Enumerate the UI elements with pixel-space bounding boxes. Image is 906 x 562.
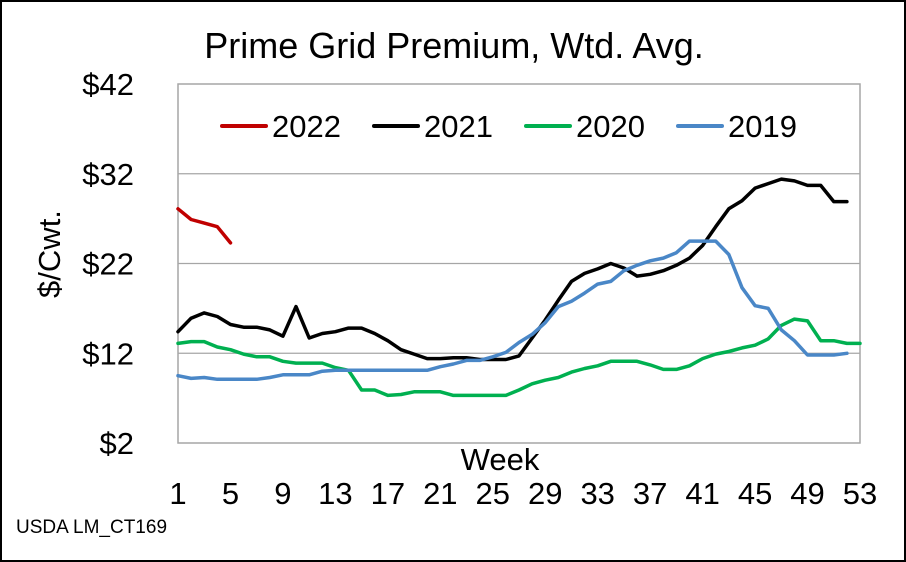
series-line-2019 [176,239,849,382]
x-tick-label: 33 [580,476,614,511]
x-tick-label: 29 [528,476,562,511]
source-note: USDA LM_CT169 [16,517,167,538]
series-line-2022 [176,207,233,245]
x-tick-label: 37 [633,476,667,511]
plot-area [177,83,861,444]
x-axis-ticks: 1 5 9 13 17 21 25 29 33 37 41 45 49 53 [169,476,877,511]
grid [178,173,860,354]
x-tick-label: 17 [371,476,405,511]
y-tick-label: $42 [82,67,134,102]
x-tick-label: 1 [169,476,186,511]
x-tick-label: 5 [222,476,239,511]
x-tick-label: 49 [790,476,824,511]
x-tick-label: 21 [423,476,457,511]
series-lines [176,177,862,398]
y-tick-label: $22 [82,247,134,282]
x-axis-label: Week [461,442,540,477]
series-line-2020 [176,317,862,398]
x-tick-label: 13 [318,476,352,511]
legend-label-2020: 2020 [576,109,645,144]
x-tick-label: 53 [843,476,877,511]
x-tick-label: 9 [274,476,291,511]
y-axis-label: $/Cwt. [32,210,67,298]
series-line-2021 [176,177,849,362]
legend-label-2019: 2019 [728,109,797,144]
x-tick-label: 41 [685,476,719,511]
y-tick-label: $12 [82,336,134,371]
legend-label-2021: 2021 [424,109,493,144]
y-tick-label: $32 [82,157,134,192]
legend: 2022 2021 2020 2019 [220,109,797,144]
chart-title: Prime Grid Premium, Wtd. Avg. [204,25,703,66]
y-tick-label: $2 [100,426,134,461]
legend-label-2022: 2022 [272,109,341,144]
x-tick-label: 45 [738,476,772,511]
y-axis-ticks: $2 $12 $22 $32 $42 [82,67,134,461]
x-tick-label: 25 [476,476,510,511]
